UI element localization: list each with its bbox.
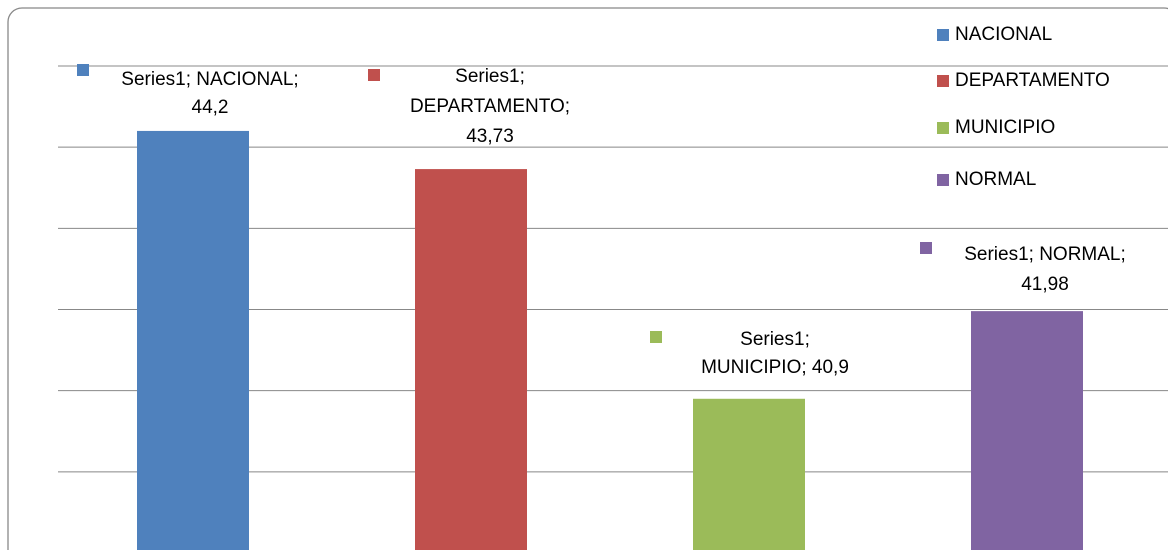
legend-label: DEPARTAMENTO (955, 70, 1110, 91)
label-key (650, 331, 662, 343)
bar (137, 130, 249, 550)
label-key (77, 64, 89, 76)
legend-key (937, 29, 949, 41)
data-label: Series1; NACIONAL; 44,2 (121, 69, 299, 118)
bar (971, 311, 1083, 550)
legend-label: NORMAL (955, 169, 1036, 190)
bar (693, 398, 805, 550)
legend-label: MUNICIPIO (955, 117, 1055, 138)
label-key (368, 69, 380, 81)
data-label: Series1; DEPARTAMENTO; 43,73 (409, 66, 571, 147)
data-label: Series1; MUNICIPIO; 40,9 (701, 329, 849, 378)
legend-key (937, 174, 949, 186)
legend-key (937, 122, 949, 134)
legend-label: NACIONAL (955, 24, 1052, 45)
label-key (920, 242, 932, 254)
legend-key (937, 75, 949, 87)
chart-frame (7, 7, 1168, 550)
data-label: Series1; NORMAL; 41,98 (964, 244, 1126, 295)
bar (415, 169, 527, 550)
